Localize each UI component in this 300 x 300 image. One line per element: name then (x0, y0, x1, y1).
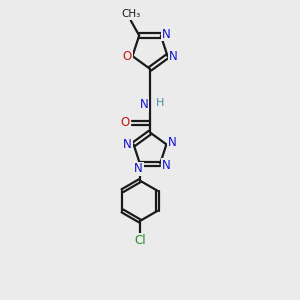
Text: N: N (168, 136, 177, 149)
Text: CH₃: CH₃ (121, 9, 140, 19)
Text: N: N (162, 159, 170, 172)
Text: Cl: Cl (134, 233, 146, 247)
Text: N: N (123, 138, 132, 151)
Text: N: N (134, 163, 143, 176)
Text: N: N (162, 28, 171, 40)
Text: H: H (156, 98, 165, 108)
Text: N: N (169, 50, 177, 63)
Text: O: O (122, 50, 132, 63)
Text: O: O (120, 116, 130, 130)
Text: N: N (140, 98, 148, 111)
